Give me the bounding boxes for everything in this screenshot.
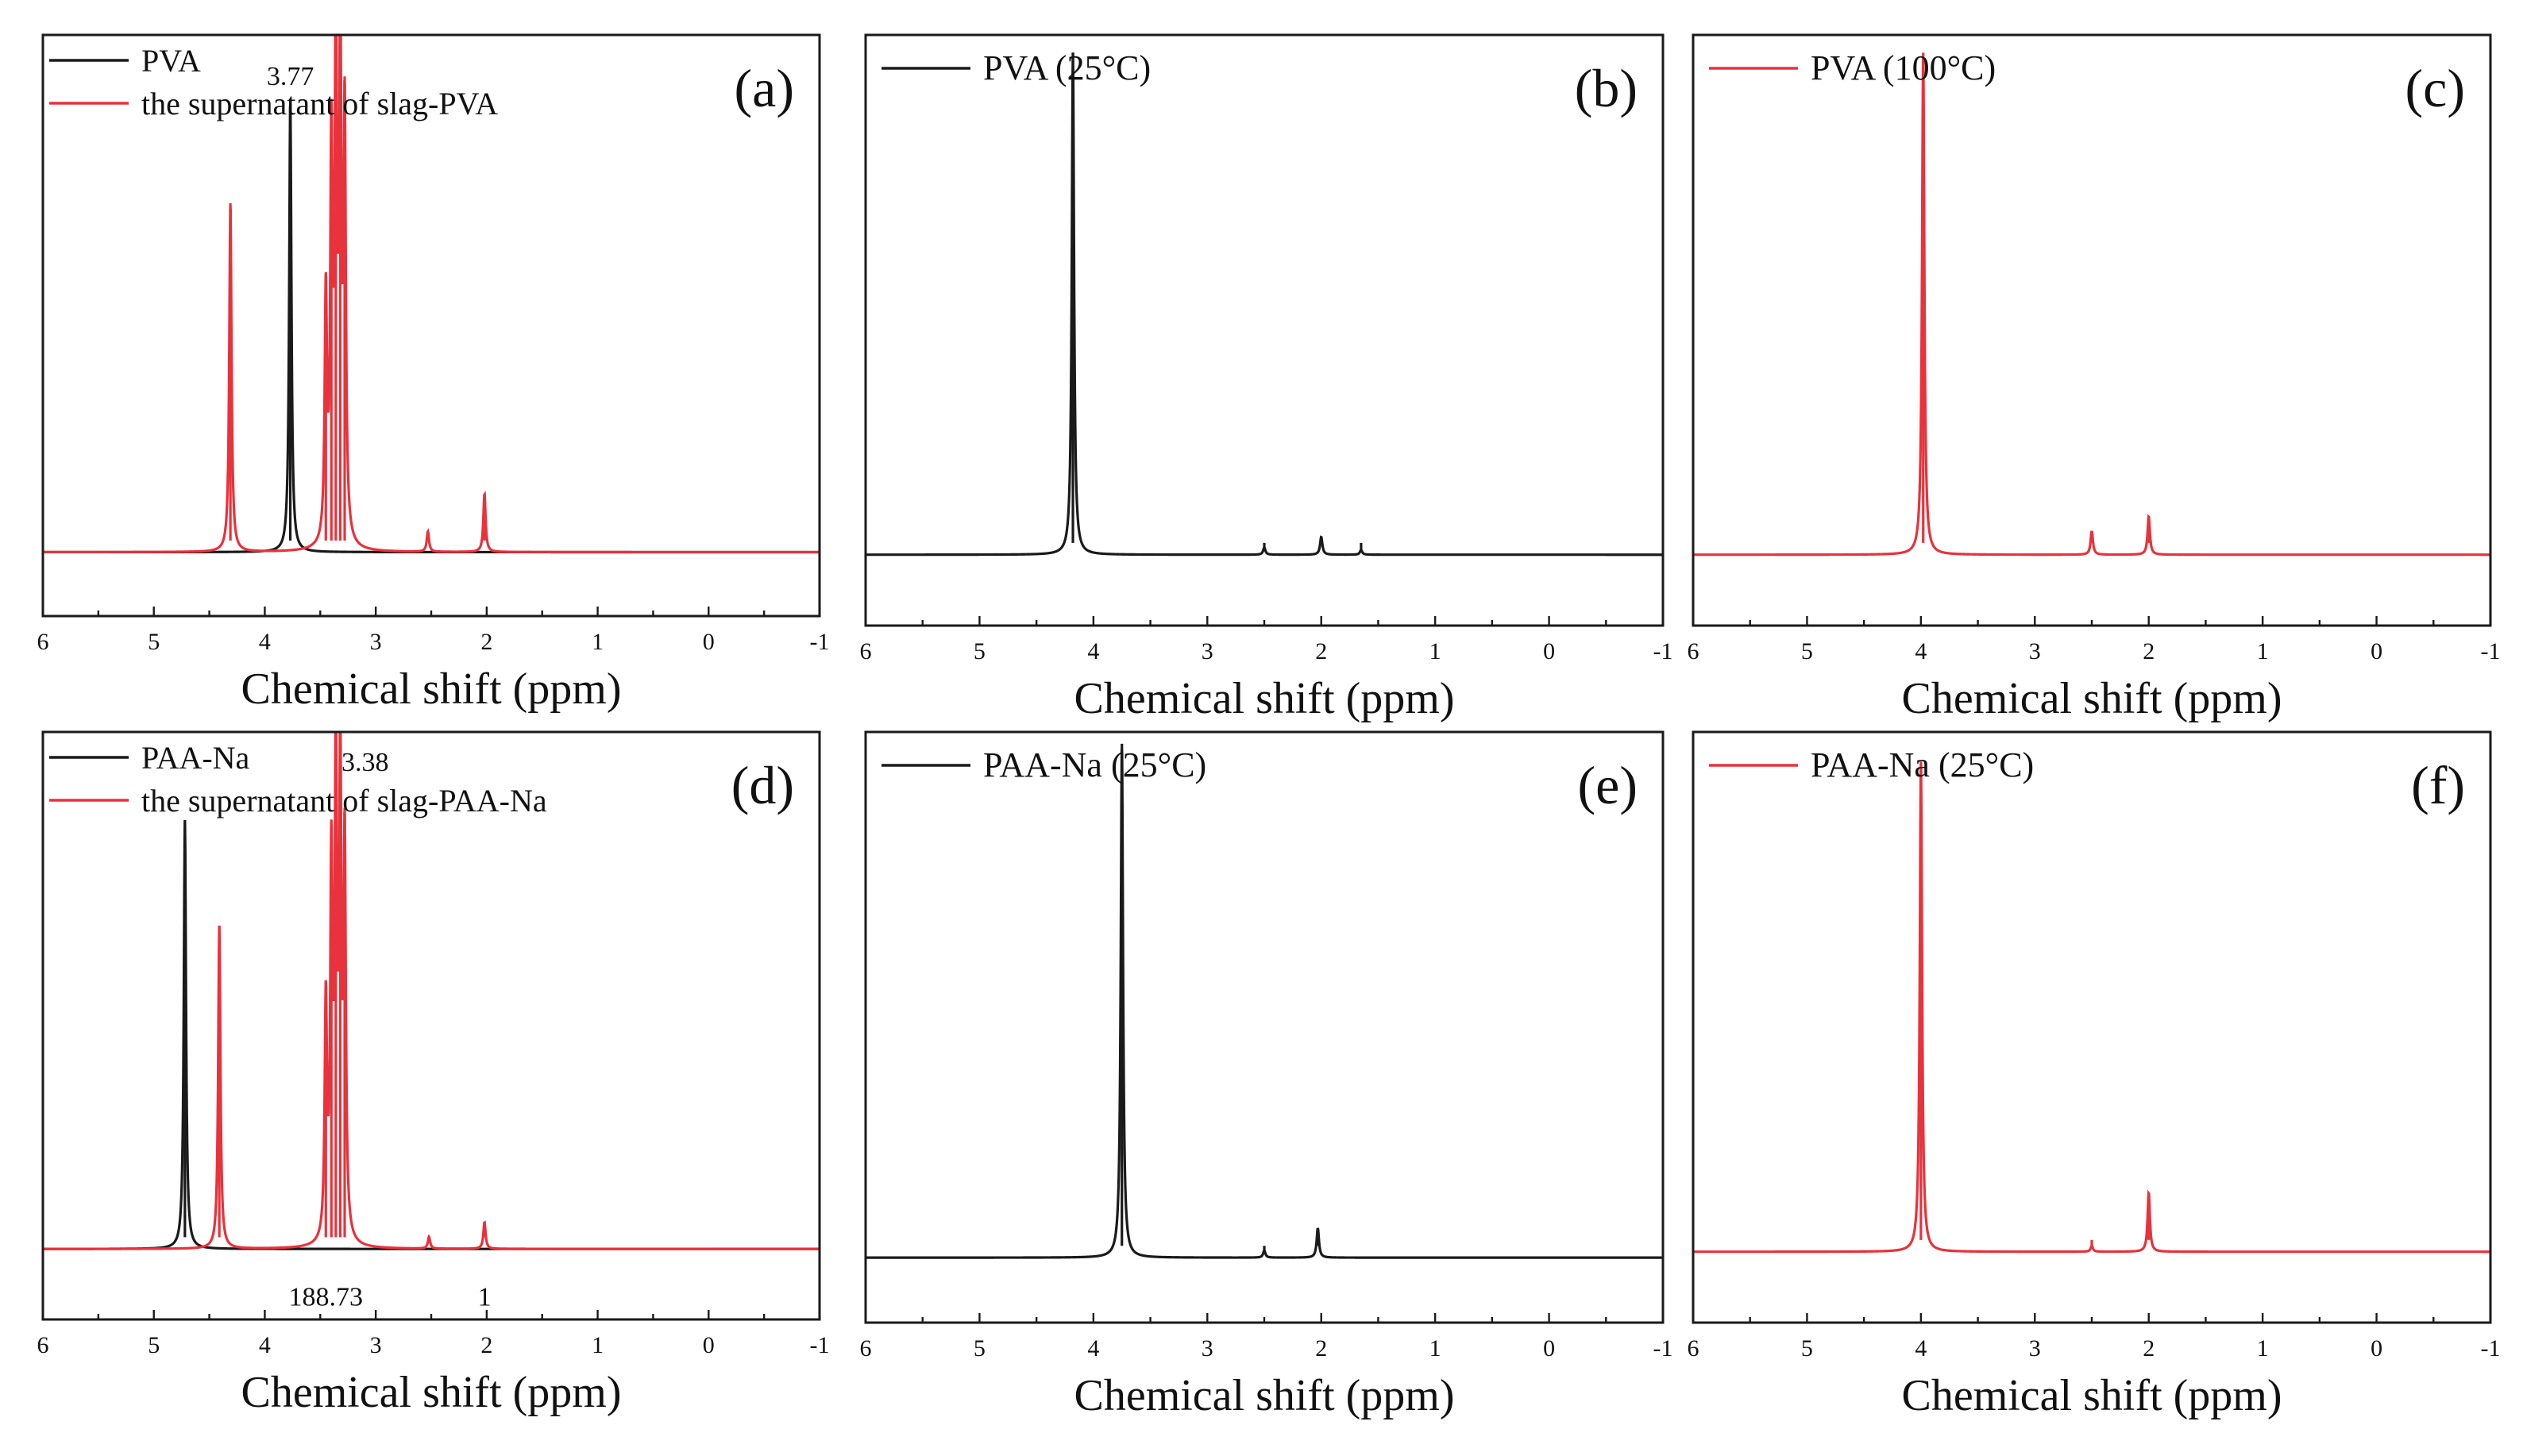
x-tick-label: 4 [1915, 638, 1927, 664]
x-tick-label: 2 [480, 1332, 492, 1358]
series-line-0 [43, 103, 820, 554]
x-tick-label: 5 [1801, 638, 1813, 664]
x-tick-label: 2 [2143, 638, 2155, 664]
x-tick-label: 1 [592, 629, 604, 655]
x-tick-label: 3 [370, 1332, 382, 1358]
plot-frame [1692, 730, 2492, 1324]
series-line-1 [43, 732, 820, 1250]
x-axis-title: Chemical shift (ppm) [241, 1368, 621, 1417]
plot-frame [41, 730, 821, 1321]
x-tick-label: 4 [1915, 1335, 1927, 1362]
x-tick-label: 2 [480, 629, 492, 655]
x-tick-label: 1 [2257, 1335, 2269, 1362]
chart-panel-b: 6 5 4 3 2 1 0 -1 Chemical shift (ppm) (b) PVA (25°… [860, 33, 1673, 723]
chart-panel-c: 6 5 4 3 2 1 0 -1 Chemical shift (ppm) (c) PVA (100… [1688, 33, 2501, 723]
panel-label: (f) [2411, 755, 2465, 815]
panel-label: (b) [1575, 58, 1638, 118]
x-tick-label: 2 [1315, 638, 1327, 664]
plot-frame [41, 33, 821, 618]
x-tick-label: 5 [974, 1335, 986, 1362]
x-tick-label: 5 [148, 1332, 160, 1358]
peak-annotation: 1 [478, 1282, 492, 1312]
series-line-0 [866, 52, 1663, 557]
series-line-0 [866, 749, 1663, 1259]
series-line-0 [1693, 764, 2490, 1254]
x-tick-label: 1 [2257, 638, 2269, 664]
panel-label: (d) [731, 755, 794, 815]
panel-label: (e) [1578, 755, 1638, 815]
x-tick-label: 4 [1087, 638, 1099, 664]
x-tick-label: 1 [592, 1332, 604, 1358]
peak-annotation: 188.73 [289, 1282, 364, 1312]
x-axis-title: Chemical shift (ppm) [1901, 1371, 2282, 1420]
x-tick-label: 2 [2143, 1335, 2155, 1362]
x-tick-label: 3 [1202, 1335, 1213, 1362]
x-tick-label: 6 [37, 1332, 49, 1358]
x-tick-label: 3 [2029, 638, 2041, 664]
x-tick-label: 5 [1801, 1335, 1813, 1362]
legend-label: PAA-Na (25°C) [983, 745, 1206, 784]
x-tick-label: 2 [1315, 1335, 1327, 1362]
x-tick-label: -1 [810, 1332, 830, 1358]
x-tick-label: 6 [1688, 638, 1699, 664]
panel-label: (c) [2405, 58, 2465, 118]
x-tick-label: -1 [1653, 1335, 1673, 1362]
x-tick-label: 0 [703, 1332, 715, 1358]
legend-label: the supernatant of slag-PVA [141, 86, 498, 121]
x-tick-label: 6 [860, 1335, 872, 1362]
x-tick-label: 5 [974, 638, 986, 664]
x-tick-label: 5 [148, 629, 160, 655]
x-tick-label: 3 [370, 629, 382, 655]
peak-annotation: 3.38 [341, 748, 389, 777]
x-tick-label: -1 [1653, 638, 1673, 664]
x-tick-label: 6 [1688, 1335, 1699, 1362]
x-tick-label: 0 [1543, 638, 1555, 664]
x-axis-title: Chemical shift (ppm) [1074, 674, 1454, 723]
x-tick-label: 3 [2029, 1335, 2041, 1362]
x-tick-label: -1 [2481, 638, 2501, 664]
x-tick-label: 1 [1429, 638, 1441, 664]
series-line-0 [43, 820, 820, 1250]
legend-label: PVA (25°C) [983, 48, 1151, 87]
x-tick-label: 0 [2371, 638, 2382, 664]
legend-label: the supernatant of slag-PAA-Na [141, 783, 547, 819]
x-tick-label: 6 [37, 629, 49, 655]
peak-annotation: 3.77 [267, 62, 314, 91]
x-axis-title: Chemical shift (ppm) [241, 664, 621, 714]
chart-panel-a: 6 5 4 3 2 1 0 -1 Chemical shift (ppm) (a) PVA the s… [37, 33, 830, 714]
x-tick-label: 0 [703, 629, 715, 655]
panel-label: (a) [735, 58, 794, 118]
legend-label: PVA [141, 43, 201, 79]
x-tick-label: 4 [259, 629, 271, 655]
x-tick-label: -1 [810, 629, 830, 655]
x-tick-label: 0 [2371, 1335, 2382, 1362]
x-tick-label: 0 [1543, 1335, 1555, 1362]
series-line-0 [1693, 57, 2490, 557]
x-axis-title: Chemical shift (ppm) [1901, 674, 2282, 723]
chart-panel-e: 6 5 4 3 2 1 0 -1 Chemical shift (ppm) (e) PAA-Na (… [860, 730, 1673, 1420]
x-axis-title: Chemical shift (ppm) [1074, 1371, 1454, 1420]
x-tick-label: 1 [1429, 1335, 1441, 1362]
legend-label: PVA (100°C) [1811, 48, 1996, 87]
series-line-1 [43, 35, 820, 554]
x-tick-label: 3 [1202, 638, 1213, 664]
x-tick-label: -1 [2481, 1335, 2501, 1362]
x-tick-label: 4 [1087, 1335, 1099, 1362]
legend-label: PAA-Na (25°C) [1811, 745, 2034, 784]
chart-panel-f: 6 5 4 3 2 1 0 -1 Chemical shift (ppm) (f) PAA-Na (… [1688, 730, 2501, 1420]
plot-frame [864, 33, 1665, 627]
legend-label: PAA-Na [141, 740, 250, 776]
plot-frame [864, 730, 1665, 1324]
chart-panel-d: 6 5 4 3 2 1 0 -1 Chemical shift (ppm) (d) PAA-Na th… [37, 730, 830, 1417]
x-tick-label: 4 [259, 1332, 271, 1358]
x-tick-label: 6 [860, 638, 872, 664]
